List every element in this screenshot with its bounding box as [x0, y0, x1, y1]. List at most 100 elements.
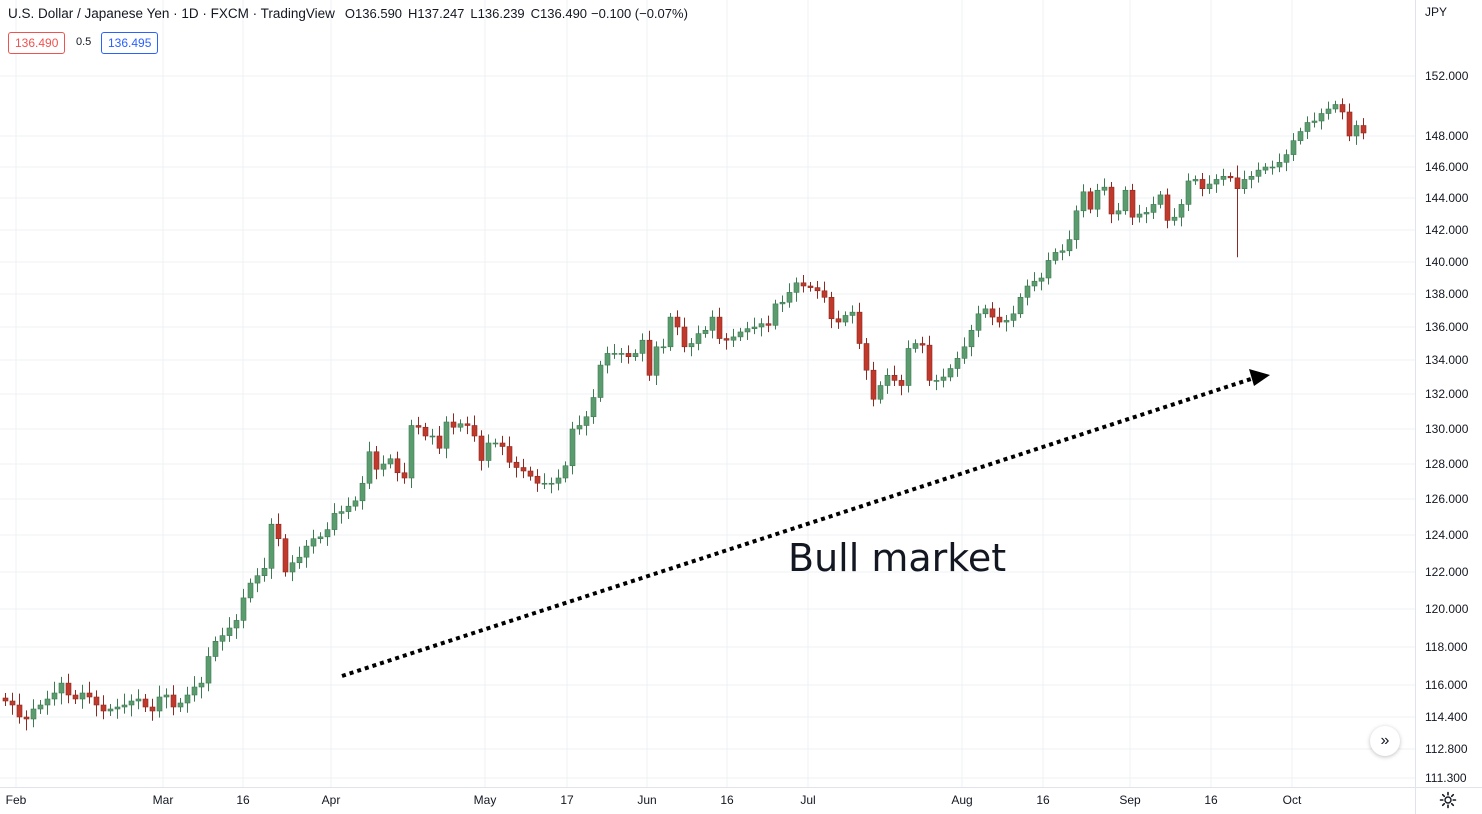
candle-body [961, 346, 968, 359]
candle-down [1108, 182, 1115, 224]
price-tick-label: 116.000 [1425, 678, 1468, 692]
candle-down [765, 315, 772, 333]
candle-body [450, 421, 457, 428]
candle-body [121, 704, 128, 708]
candle-body [989, 308, 996, 318]
candle-up [1101, 178, 1108, 196]
price-axis-labels: 111.300 112.800 114.400 116.000 118.000 120.0… [1425, 69, 1469, 785]
symbol-title[interactable]: U.S. Dollar / Japanese Yen · 1D · FXCM ·… [8, 6, 335, 21]
candle-body [681, 326, 688, 348]
candle-body [1003, 320, 1010, 323]
bull-market-annotation[interactable]: Bull market [788, 536, 1007, 580]
candle-body [72, 694, 79, 700]
candle-up [1213, 174, 1220, 193]
candle-body [366, 451, 373, 484]
candle-down [828, 291, 835, 329]
currency-selector[interactable]: JPY [1425, 5, 1448, 19]
candle-body [394, 458, 401, 474]
candle-up [583, 410, 590, 436]
candle-body [198, 682, 205, 688]
candle-body [1332, 104, 1339, 110]
candle-body [457, 423, 464, 428]
candle-down [1360, 118, 1367, 140]
candle-up [1332, 100, 1339, 113]
candle-body [758, 323, 765, 328]
candle-body [205, 656, 212, 684]
candle-up [226, 617, 233, 642]
candle-up [1353, 120, 1360, 145]
candle-body [422, 426, 429, 437]
candle-up [58, 676, 65, 705]
symbol-legend[interactable]: U.S. Dollar / Japanese Yen · 1D · FXCM ·… [8, 6, 692, 21]
time-tick-label: Apr [322, 793, 341, 807]
candle-up [198, 676, 205, 699]
candle-body [905, 348, 912, 386]
candle-up [961, 337, 968, 364]
candle-up [37, 700, 44, 714]
candle-body [709, 316, 716, 331]
candle-up [933, 374, 940, 391]
candle-body [1087, 191, 1094, 210]
chart-settings-button[interactable] [1438, 790, 1458, 810]
candle-body [1304, 122, 1311, 132]
candle-body [737, 331, 744, 338]
candle-up [702, 326, 709, 338]
candle-body [765, 323, 772, 326]
candle-body [478, 435, 485, 461]
candle-up [212, 636, 219, 662]
candle-up [1038, 272, 1045, 291]
candle-body [667, 316, 674, 348]
change-value: −0.100 (−0.07%) [591, 6, 688, 21]
candle-down [527, 466, 534, 481]
sell-price-button[interactable]: 136.490 [8, 32, 66, 54]
scroll-to-realtime-button[interactable]: » [1370, 726, 1400, 756]
candle-body [625, 353, 632, 357]
buy-price-button[interactable]: 136.495 [101, 32, 159, 54]
price-tick-label: 148.000 [1425, 129, 1469, 143]
candle-body [695, 333, 702, 344]
candle-up [1003, 314, 1010, 332]
candle-body [30, 708, 37, 720]
candle-body [1290, 140, 1297, 155]
candle-body [527, 470, 534, 477]
candle-body [2, 697, 9, 702]
candle-body [1038, 277, 1045, 282]
candle-body [1157, 194, 1164, 205]
candle-body [1178, 204, 1185, 218]
candle-body [485, 442, 492, 461]
candle-body [58, 682, 65, 694]
time-tick-label: Aug [951, 793, 972, 807]
candle-down [1346, 103, 1353, 142]
candle-body [548, 482, 555, 485]
candle-body [275, 523, 282, 540]
candle-body [1192, 179, 1199, 182]
low-label: L [470, 6, 478, 21]
candle-up [954, 351, 961, 377]
candle-up [772, 299, 779, 330]
candle-up [1276, 153, 1283, 173]
candle-body [828, 296, 835, 320]
candle-body [968, 329, 975, 348]
candle-up [254, 568, 261, 593]
candle-body [982, 308, 989, 315]
candle-body [618, 353, 625, 355]
candle-up [366, 441, 373, 490]
candle-up [1311, 112, 1318, 128]
candle-up [912, 339, 919, 353]
candle-up [1136, 204, 1143, 223]
candle-down [450, 413, 457, 435]
candle-body [933, 380, 940, 382]
candle-down [716, 307, 723, 344]
time-tick-label: Sep [1119, 793, 1141, 807]
candle-up [569, 421, 576, 475]
candlestick-series [2, 98, 1367, 731]
candle-down [520, 458, 527, 479]
candle-up [1248, 171, 1255, 189]
candle-up [114, 698, 121, 719]
candle-down [471, 415, 478, 442]
time-tick-label: 16 [1036, 793, 1050, 807]
candle-body [170, 694, 177, 708]
candle-body [401, 472, 408, 479]
candle-up [233, 614, 240, 639]
